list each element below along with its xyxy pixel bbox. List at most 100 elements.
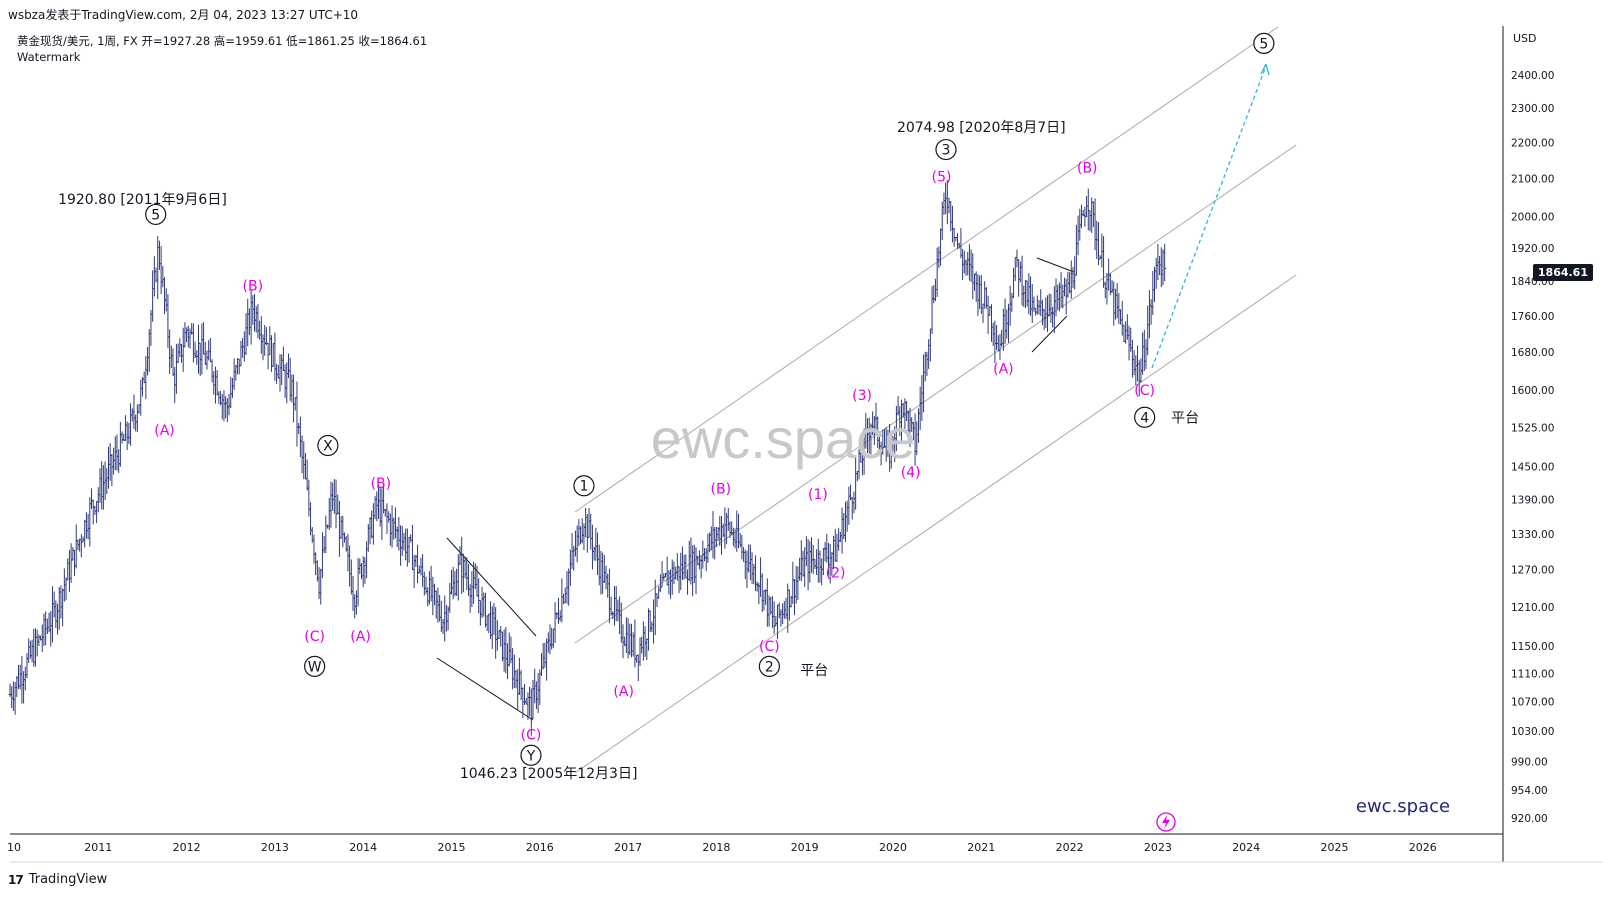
channel-line <box>574 144 1297 644</box>
x-tick-label: 2012 <box>173 841 201 854</box>
wave-circle-label: 1 <box>579 479 588 495</box>
x-tick-label: 2016 <box>526 841 554 854</box>
x-axis-ticks: 10 2011 2012 2013 2014 2015 2016 2017 2018 2019 20… <box>7 841 1437 854</box>
x-tick-label: 2011 <box>84 841 112 854</box>
wave-label: (A) <box>613 684 634 700</box>
currency-label: USD <box>1513 32 1537 45</box>
wave-label: (C) <box>304 629 325 645</box>
watermark-text: ewc.space <box>651 407 916 470</box>
annotation-text: 1046.23 [2005年12月3日] <box>460 766 638 782</box>
wave-circle-label: 5 <box>1259 36 1268 52</box>
y-tick-label: 954.00 <box>1511 785 1548 797</box>
annotations: 1920.80 [2011年9月6日] 2074.98 [2020年8月7日] 10… <box>58 120 1199 782</box>
y-tick-label: 1680.00 <box>1511 347 1554 359</box>
y-tick-label: 1210.00 <box>1511 602 1554 614</box>
y-tick-label: 2400.00 <box>1511 70 1554 82</box>
wave-label: (3) <box>852 388 872 404</box>
y-tick-label: 1390.00 <box>1511 495 1554 507</box>
wave-labels: (A) (B) (C) (A) (B) (C) (A) (B) (C) (1) (2) (3) (4) (… <box>145 32 1275 766</box>
wave-circle <box>145 203 167 226</box>
x-tick-label: 2021 <box>967 841 995 854</box>
y-tick-label: 990.00 <box>1511 756 1548 768</box>
wave-label: (B) <box>1077 161 1098 177</box>
wave-circle <box>935 138 957 161</box>
y-tick-label: 2300.00 <box>1511 103 1554 115</box>
wave-circle-label: 3 <box>942 143 951 159</box>
annotation-text: 平台 <box>800 663 828 679</box>
wave-label: (B) <box>371 476 392 492</box>
wedge-line <box>1031 315 1068 353</box>
wave-label: (1) <box>808 487 828 503</box>
wave-label: (B) <box>711 481 732 497</box>
y-tick-label: 1070.00 <box>1511 697 1554 709</box>
y-tick-label: 1600.00 <box>1511 385 1554 397</box>
wave-circle <box>317 434 339 457</box>
wave-label: (A) <box>993 361 1014 377</box>
watermark-label: Watermark <box>17 50 81 64</box>
wave-circle-label: X <box>323 438 333 454</box>
y-tick-label: 2000.00 <box>1511 211 1554 223</box>
wedge-lines <box>436 257 1075 721</box>
channel-line <box>574 26 1279 513</box>
y-tick-label: 1110.00 <box>1511 668 1554 680</box>
wave-label: (B) <box>243 278 264 294</box>
last-price-tag: 1864.61 <box>1532 264 1593 281</box>
y-tick-label: 2200.00 <box>1511 137 1554 149</box>
lightning-icon[interactable] <box>1156 812 1176 832</box>
projection-arrowhead <box>1260 63 1270 76</box>
x-tick-label: 2014 <box>349 841 377 854</box>
x-tick-label: 2025 <box>1321 841 1349 854</box>
wave-circle-label: Y <box>526 748 536 764</box>
y-tick-label: 920.00 <box>1511 813 1548 825</box>
wave-label: (4) <box>901 465 921 481</box>
wave-label: (C) <box>1134 383 1155 399</box>
wave-label: (5) <box>932 170 952 186</box>
y-axis-ticks: 2400.00 2300.00 2200.00 2100.00 2000.00 1920.… <box>1511 70 1554 825</box>
wedge-line <box>1036 257 1075 273</box>
x-tick-label: 2019 <box>791 841 819 854</box>
publisher-line: wsbza发表于TradingView.com, 2月 04, 2023 13:… <box>8 8 359 22</box>
wave-label: (C) <box>759 639 780 655</box>
symbol-info[interactable]: 黄金现货/美元, 1周, FX 开=1927.28 高=1959.61 低=18… <box>17 34 428 48</box>
brand-text[interactable]: ewc.space <box>1356 796 1450 817</box>
projection-arrow <box>1151 63 1270 369</box>
wave-label: (2) <box>826 566 846 582</box>
annotation-text: 1920.80 [2011年9月6日] <box>58 192 227 208</box>
x-tick-label: 2018 <box>702 841 730 854</box>
y-tick-label: 1150.00 <box>1511 641 1554 653</box>
y-tick-label: 1030.00 <box>1511 726 1554 738</box>
wave-circle <box>573 475 595 497</box>
ohlc-bars <box>8 179 1167 736</box>
wave-circle-label: 5 <box>151 207 160 223</box>
x-tick-label: 2024 <box>1232 841 1260 854</box>
wave-circle <box>304 655 326 677</box>
footer[interactable]: 17 TradingView <box>8 872 107 887</box>
trend-channels <box>574 26 1297 774</box>
wave-label: (A) <box>350 629 371 645</box>
wave-circle-label: W <box>308 659 322 675</box>
channel-line <box>574 274 1297 774</box>
y-tick-label: 1270.00 <box>1511 565 1554 577</box>
wave-circle <box>520 744 542 766</box>
wave-circle <box>758 655 780 677</box>
annotation-text: 2074.98 [2020年8月7日] <box>897 120 1066 136</box>
annotation-text: 平台 <box>1171 410 1199 426</box>
wedge-line <box>436 657 534 721</box>
wave-circle-label: 2 <box>765 659 774 675</box>
projection-line <box>1151 65 1267 369</box>
wave-label: (C) <box>521 728 542 744</box>
y-tick-label: 1920.00 <box>1511 243 1554 255</box>
wave-circle <box>1134 406 1156 428</box>
tradingview-logo-icon: 17 <box>8 872 24 887</box>
x-tick-label: 2023 <box>1144 841 1172 854</box>
y-tick-label: 2100.00 <box>1511 174 1554 186</box>
footer-brand: TradingView <box>28 872 108 887</box>
wave-circle <box>1253 32 1275 54</box>
y-tick-label: 1760.00 <box>1511 311 1554 323</box>
x-tick-label: 2017 <box>614 841 642 854</box>
wave-circle-label: 4 <box>1140 410 1149 426</box>
x-tick-label: 2020 <box>879 841 907 854</box>
y-tick-label: 1525.00 <box>1511 422 1554 434</box>
x-tick-label: 2022 <box>1056 841 1084 854</box>
